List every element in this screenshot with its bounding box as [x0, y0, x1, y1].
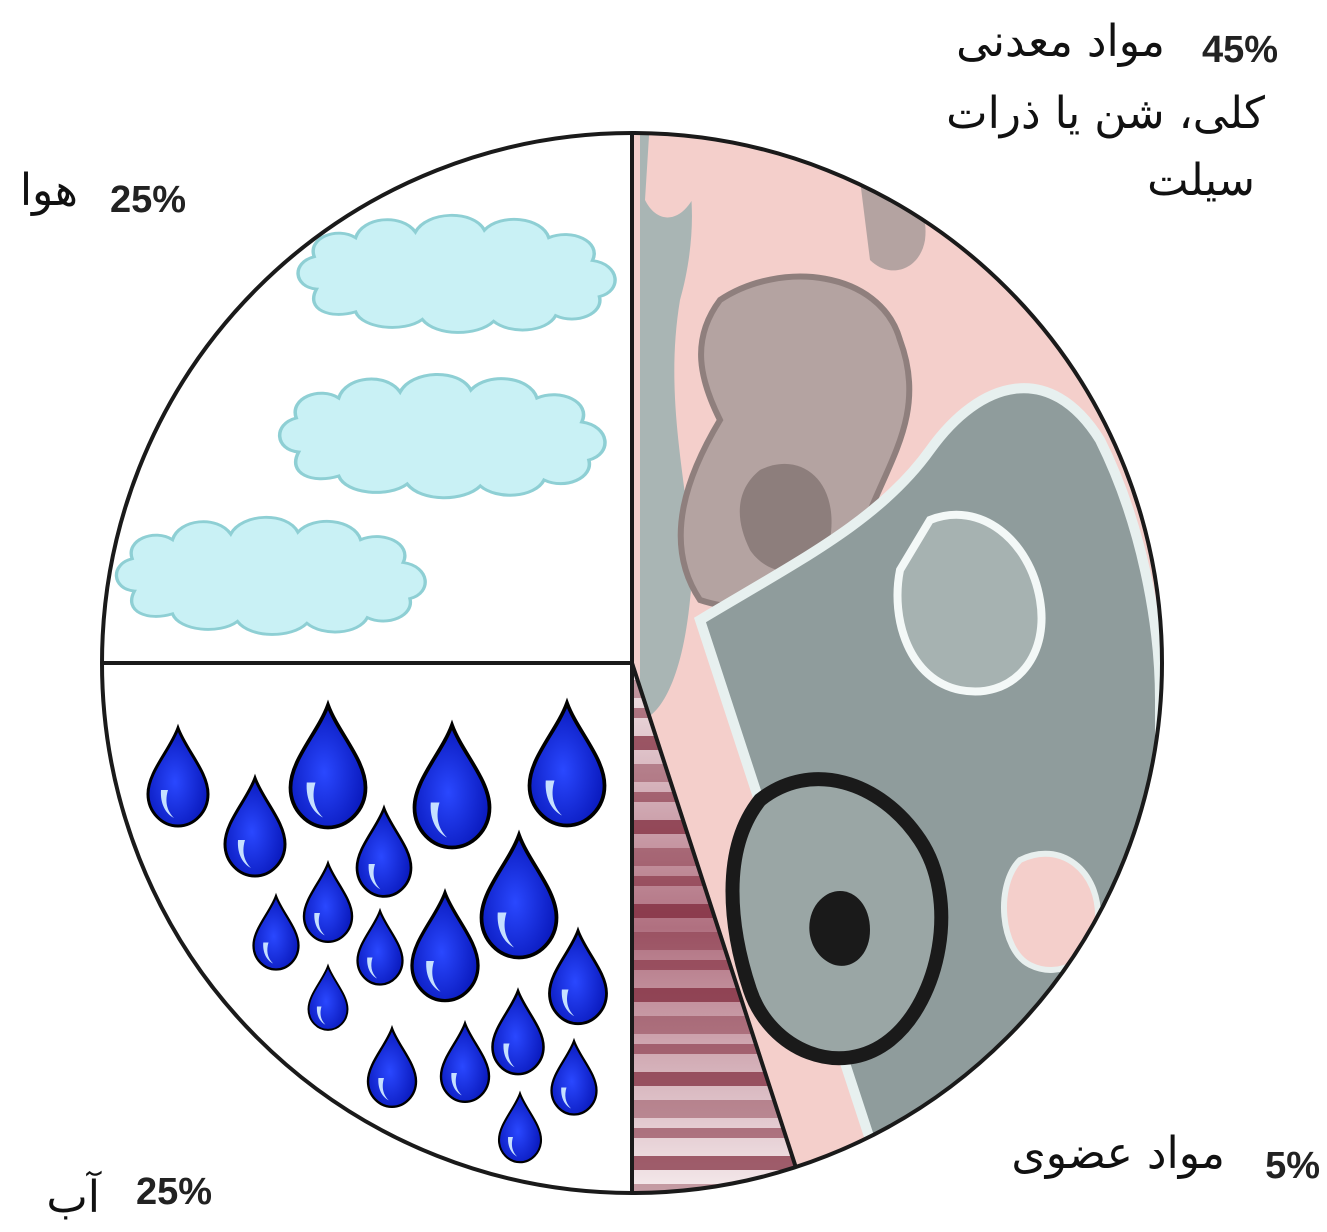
slice-label-line: کلی، شن یا ذرات: [946, 88, 1265, 139]
slice-dividers: [102, 133, 798, 1193]
label-mineral: 45% مواد معدنی کلی، شن یا ذرات سیلت: [946, 16, 1278, 206]
slice-label-line: هوا: [20, 165, 78, 216]
slice-percent-label: 25%: [110, 179, 186, 221]
slice-mineral: [632, 132, 1163, 1168]
slice-label-line: سیلت: [1147, 155, 1255, 206]
label-air: 25% هوا: [20, 165, 186, 221]
pie-outline: [100, 131, 1164, 1195]
organic-texture-stripe: [632, 960, 796, 970]
slice-percent-label: 25%: [136, 1171, 212, 1213]
slice-label-line: مواد معدنی: [956, 16, 1165, 67]
slice-label-line: آب: [46, 1170, 101, 1223]
organic-texture-stripe: [632, 1044, 796, 1054]
slice-label-line: مواد عضوی: [1011, 1128, 1225, 1179]
label-water: 25% آب: [46, 1170, 212, 1223]
organic-texture-stripe: [632, 1100, 796, 1118]
slice-water: [102, 663, 632, 1193]
slice-divider-line: [630, 662, 798, 1168]
organic-texture-stripe: [632, 1156, 796, 1170]
slice-percent-label: 45%: [1202, 29, 1278, 71]
organic-texture-stripe: [632, 1128, 796, 1138]
label-organic: 5% مواد عضوی: [1011, 1128, 1320, 1187]
organic-texture-stripe: [632, 1072, 796, 1086]
slice-percent-label: 5%: [1265, 1145, 1320, 1187]
